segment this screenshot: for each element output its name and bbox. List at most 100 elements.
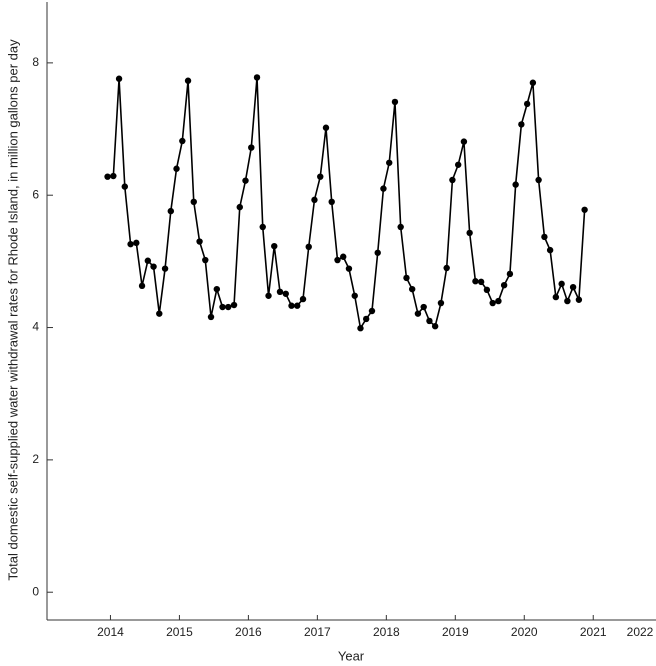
y-tick-label: 0: [32, 584, 39, 598]
data-point: [414, 310, 422, 317]
data-point: [357, 325, 364, 332]
data-point: [466, 229, 473, 237]
data-point: [374, 249, 381, 256]
data-point: [380, 185, 387, 192]
data-point: [173, 165, 180, 172]
data-point: [340, 253, 347, 260]
data-point: [225, 303, 232, 311]
series-line: [107, 77, 586, 331]
data-point: [265, 292, 272, 299]
data-point: [121, 183, 128, 190]
data-point: [179, 137, 186, 145]
data-point: [156, 310, 163, 317]
data-point: [431, 323, 439, 330]
data-point: [535, 176, 542, 184]
data-point: [489, 299, 496, 307]
data-point: [477, 278, 485, 286]
data-point: [219, 303, 226, 311]
data-point: [523, 100, 531, 108]
data-point: [351, 292, 358, 299]
data-point: [248, 144, 255, 151]
data-point: [242, 177, 249, 184]
data-point: [127, 240, 134, 248]
data-point: [167, 207, 175, 215]
data-point: [288, 302, 295, 309]
data-point: [403, 274, 410, 282]
x-tick-label: 2018: [373, 625, 400, 639]
data-point: [368, 307, 376, 315]
data-point: [546, 246, 554, 254]
data-point: [408, 285, 416, 293]
y-axis-title: Total domestic self-supplied water withd…: [5, 39, 20, 581]
data-point: [207, 313, 215, 321]
data-point: [437, 299, 445, 307]
data-point: [317, 173, 324, 180]
data-point: [558, 280, 565, 288]
y-tick-label: 8: [32, 55, 39, 69]
data-point: [133, 239, 140, 247]
data-point: [253, 74, 261, 81]
data-point: [328, 198, 335, 206]
data-point: [144, 257, 152, 264]
data-point: [213, 285, 221, 293]
data-point: [552, 293, 560, 301]
y-tick-label: 2: [32, 452, 39, 466]
y-tick-label: 4: [32, 320, 39, 334]
x-axis-title: Year: [338, 648, 365, 663]
data-point: [362, 315, 370, 323]
data-point: [483, 286, 491, 294]
data-point: [564, 297, 571, 305]
data-point: [161, 265, 169, 272]
data-point: [529, 79, 537, 86]
x-tick-label: 2020: [511, 625, 538, 639]
data-point: [426, 317, 433, 325]
data-point: [397, 223, 404, 231]
data-point: [443, 264, 450, 272]
data-point: [391, 98, 399, 106]
data-point: [345, 265, 353, 272]
data-point: [299, 295, 307, 303]
data-point: [104, 173, 111, 180]
x-tick-label: 2014: [97, 625, 124, 639]
data-point: [569, 283, 577, 291]
x-tick-label: 2019: [442, 625, 469, 639]
x-tick-label: 2017: [304, 625, 331, 639]
data-point: [420, 303, 427, 311]
data-point: [495, 297, 502, 305]
data-point: [460, 138, 468, 145]
data-point: [581, 206, 588, 213]
data-point: [236, 203, 243, 211]
y-tick-label: 6: [32, 187, 39, 201]
x-tick-label: 2021: [580, 625, 607, 639]
data-point: [575, 296, 583, 303]
data-point: [150, 263, 157, 270]
data-point: [454, 161, 462, 168]
data-point: [184, 77, 192, 84]
data-point: [110, 172, 117, 180]
x-tick-label: 2022: [627, 625, 654, 639]
data-point: [512, 181, 519, 188]
data-point: [138, 282, 146, 290]
x-tick-label: 2016: [235, 625, 262, 639]
data-point: [518, 121, 525, 128]
data-point: [334, 256, 341, 264]
data-point: [472, 278, 479, 285]
data-point: [322, 124, 330, 131]
data-point: [386, 159, 393, 166]
data-point: [294, 302, 301, 309]
data-point: [276, 288, 284, 296]
data-point: [196, 238, 203, 245]
data-point: [506, 270, 514, 278]
data-point: [305, 243, 312, 251]
data-point: [449, 176, 456, 184]
data-point: [230, 301, 238, 309]
data-point: [190, 198, 197, 206]
data-point: [202, 256, 209, 264]
data-point: [311, 196, 318, 204]
data-point: [282, 290, 289, 297]
data-point: [115, 75, 123, 82]
data-point: [259, 223, 266, 231]
data-point: [541, 233, 548, 241]
data-point: [271, 242, 278, 250]
